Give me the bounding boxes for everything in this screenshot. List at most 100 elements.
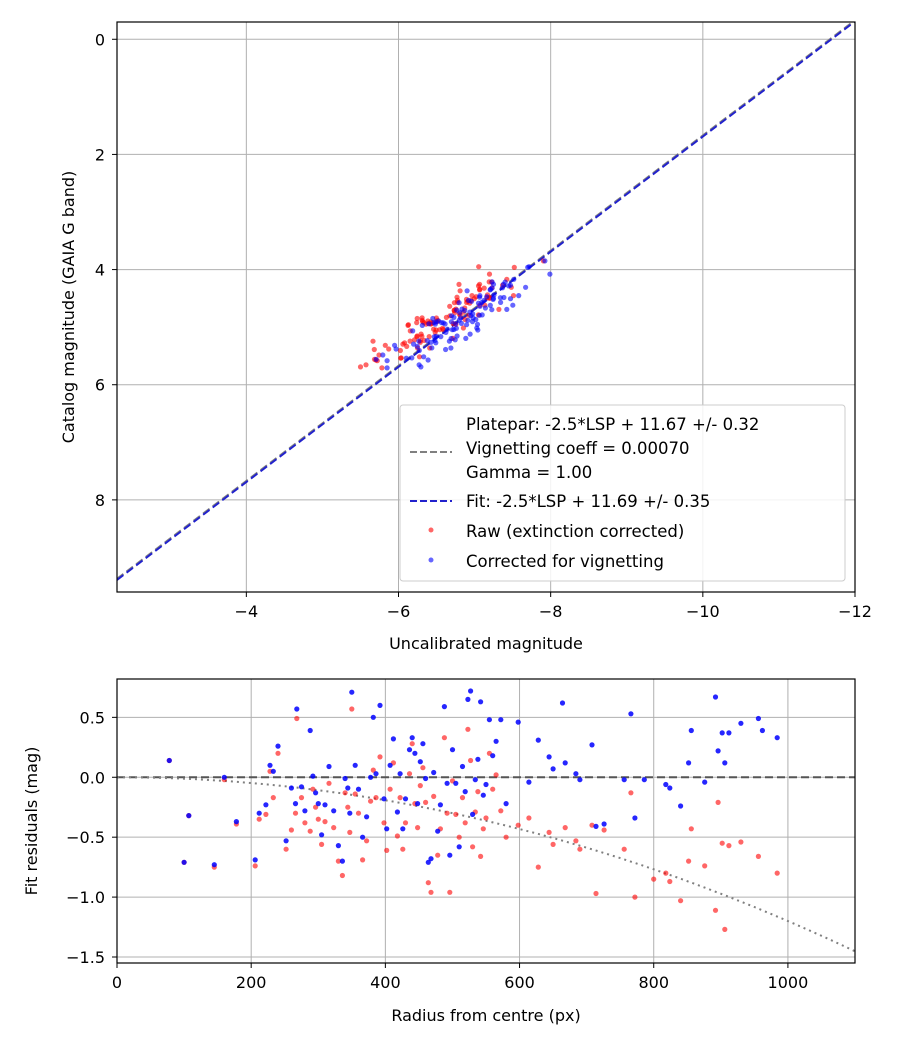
bottom-y-tick-label: −0.5 [66, 828, 105, 847]
residual-point-raw [252, 863, 258, 869]
residual-point-raw [490, 786, 496, 792]
residual-point-corrected [409, 735, 415, 741]
calibration-point-raw [476, 264, 482, 270]
calibration-point-raw [370, 338, 376, 344]
residual-point-raw [368, 798, 374, 804]
residual-point-raw [292, 810, 299, 816]
residual-point-corrected [715, 748, 721, 754]
residual-point-corrected [319, 832, 325, 838]
calibration-point-corrected [453, 321, 459, 327]
calibration-point-corrected [477, 294, 483, 300]
residual-point-corrected [738, 720, 744, 726]
calibration-point-corrected [416, 338, 422, 344]
residual-point-corrected [294, 706, 300, 712]
residual-point-corrected [546, 754, 552, 760]
residual-point-corrected [431, 769, 437, 776]
calibration-point-corrected [453, 325, 459, 331]
residual-point-raw [302, 820, 308, 826]
calibration-point-corrected [516, 293, 522, 299]
residual-point-corrected [326, 763, 332, 770]
residual-point-corrected [349, 689, 355, 695]
residual-point-corrected [573, 771, 579, 777]
bottom-vignetting-curve [117, 776, 855, 953]
calibration-point-corrected [448, 345, 454, 351]
calibration-point-raw [371, 346, 377, 353]
legend-platepar: Platepar: -2.5*LSP + 11.67 +/- 0.32 [466, 415, 759, 434]
residual-point-corrected [298, 784, 305, 790]
calibration-point-corrected [489, 307, 495, 313]
residual-point-corrected [478, 699, 484, 705]
calibration-point-corrected [448, 319, 454, 325]
legend-blue-dot [428, 557, 434, 563]
bottom-points [166, 688, 780, 933]
residual-point-raw [589, 822, 595, 828]
top-y-tick-label: 0 [95, 30, 105, 49]
top-chart: −4 −6 −8 −10 −12 0 2 4 6 8 Uncalibrated magnitude… [59, 21, 872, 653]
residual-point-corrected [470, 811, 476, 818]
residual-point-raw [441, 735, 447, 741]
residual-point-raw [347, 829, 353, 836]
residual-point-corrected [559, 700, 566, 706]
residual-point-raw [593, 890, 599, 897]
residual-point-corrected [415, 801, 421, 807]
residual-point-corrected [425, 859, 431, 865]
calibration-point-corrected [490, 296, 496, 302]
bottom-x-tick-label: 600 [504, 973, 535, 992]
residual-point-corrected [390, 736, 396, 742]
calibration-point-raw [397, 347, 403, 354]
residual-point-raw [364, 838, 370, 844]
top-y-tick-label: 2 [95, 145, 105, 164]
residual-point-raw [423, 799, 429, 806]
residual-point-corrected [373, 771, 379, 777]
residual-point-raw [462, 820, 468, 826]
residual-point-corrected [292, 801, 299, 807]
calibration-point-raw [419, 315, 425, 321]
residual-point-corrected [283, 838, 289, 844]
calibration-point-raw [457, 288, 463, 294]
residual-point-raw [444, 810, 450, 816]
residual-point-raw [307, 828, 313, 834]
residual-point-corrected [632, 815, 638, 821]
residual-point-raw [722, 926, 728, 933]
residual-point-corrected [335, 843, 341, 849]
calibration-point-corrected [467, 309, 473, 315]
calibration-point-corrected [428, 339, 434, 345]
residual-point-corrected [755, 715, 762, 722]
residual-point-raw [377, 754, 383, 760]
residual-point-corrected [370, 714, 376, 720]
residual-point-corrected [394, 809, 400, 815]
residual-point-corrected [310, 773, 316, 779]
top-x-tick-label: −8 [539, 602, 563, 621]
residual-point-corrected [364, 814, 370, 820]
residual-point-corrected [435, 828, 441, 834]
residual-point-raw [275, 750, 281, 756]
residual-point-raw [688, 826, 694, 832]
residual-point-raw [470, 844, 476, 850]
residual-point-corrected [423, 775, 429, 782]
residual-point-raw [686, 858, 692, 864]
residual-point-corrected [368, 774, 374, 780]
calibration-point-corrected [484, 294, 490, 300]
calibration-point-raw [376, 352, 382, 358]
bottom-lines [117, 776, 855, 953]
residual-point-raw [400, 846, 406, 852]
residual-point-corrected [498, 717, 504, 723]
calibration-point-corrected [475, 327, 481, 333]
calibration-point-corrected [510, 302, 516, 308]
residual-point-raw [349, 706, 355, 712]
residual-point-raw [503, 834, 509, 840]
calibration-point-corrected [466, 297, 472, 303]
calibration-point-corrected [384, 358, 390, 364]
residual-point-raw [360, 857, 366, 863]
residual-point-corrected [663, 781, 669, 788]
residual-point-corrected [475, 756, 481, 762]
residual-point-raw [667, 878, 673, 885]
calibration-point-corrected [464, 322, 470, 328]
residual-point-corrected [601, 821, 607, 827]
calibration-point-corrected [414, 343, 420, 349]
calibration-point-corrected [380, 352, 386, 358]
residual-point-corrected [667, 785, 673, 791]
calibration-point-raw [398, 355, 404, 361]
residual-point-corrected [302, 808, 308, 814]
residual-point-raw [453, 811, 459, 818]
